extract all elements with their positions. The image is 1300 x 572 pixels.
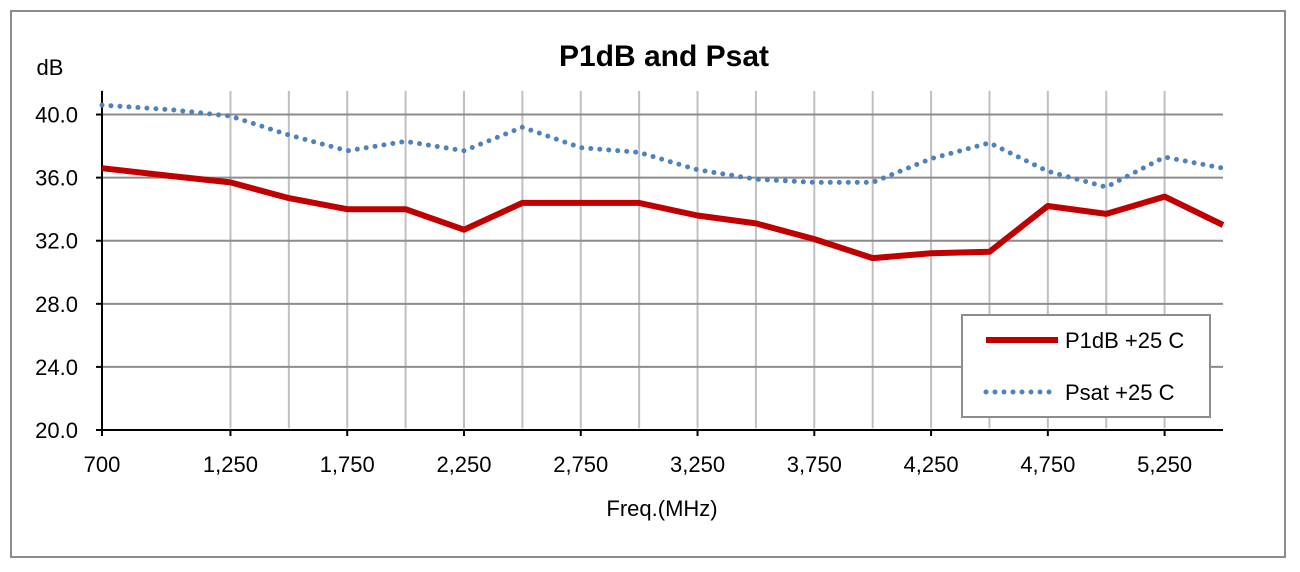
y-axis-ticks: 20.0 24.0 28.0 32.0 36.0 40.0 [35,103,102,443]
series-line-psat [99,102,1226,190]
x-tick-label: 1,750 [320,452,375,477]
y-tick-label: 36.0 [35,166,78,191]
y-tick-label: 40.0 [35,103,78,128]
y-tick-label: 28.0 [35,292,78,317]
x-tick-label: 3,750 [787,452,842,477]
x-tick-label: 5,250 [1137,452,1192,477]
series-line-p1db [101,165,1225,262]
y-axis-unit: dB [37,55,64,80]
x-tick-label: 1,250 [203,452,258,477]
x-tick-label: 3,250 [670,452,725,477]
x-axis-ticks: 700 1,250 1,750 2,250 2,750 3,250 3,750 4,250 4,… [84,430,1192,477]
y-tick-label: 32.0 [35,229,78,254]
y-tick-label: 24.0 [35,355,78,380]
horizontal-gridlines [102,113,1223,368]
x-tick-label: 2,250 [436,452,491,477]
legend-box [961,314,1211,418]
x-tick-label: 700 [84,452,121,477]
chart-title: P1dB and Psat [559,40,769,73]
legend-label-psat: Psat +25 C [1065,380,1175,405]
x-tick-label: 4,250 [904,452,959,477]
series-layer [99,102,1226,262]
x-tick-label: 4,750 [1020,452,1075,477]
legend-label-p1db: P1dB +25 C [1065,328,1184,353]
y-tick-label: 20.0 [35,418,78,443]
x-axis-title: Freq.(MHz) [606,496,717,521]
x-tick-label: 2,750 [553,452,608,477]
chart-frame [10,10,1286,558]
legend: P1dB +25 C Psat +25 C [961,314,1211,418]
